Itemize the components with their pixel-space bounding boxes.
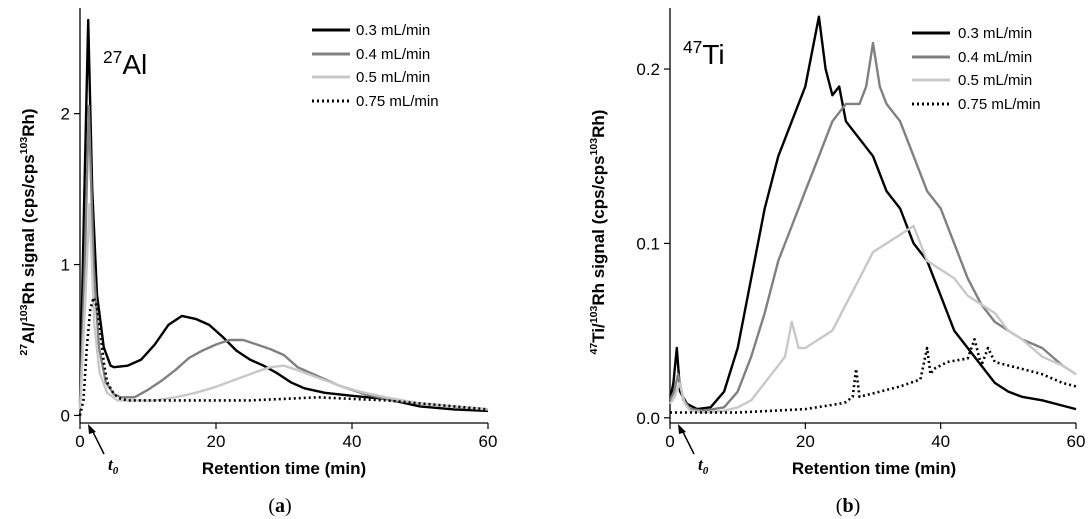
x-tick-label-a-0: 0 [75,432,84,451]
y-tick-label-a-1: 1 [61,256,70,275]
legend-label-a-2: 0.5 mL/min [356,69,430,86]
x-axis-label-a: Retention time (min) [202,459,366,478]
series-line-b-2 [669,224,1077,414]
x-tick-label-b-2: 40 [931,432,950,451]
series-line-b-3 [670,337,1077,414]
x-tick-label-b-3: 60 [1067,432,1086,451]
legend-label-b-3: 0.75 mL/min [958,96,1041,113]
x-tick-label-b-0: 0 [665,432,674,451]
x-tick-label-b-1: 20 [796,432,815,451]
x-tick-label-a-3: 60 [479,432,498,451]
series-line-a-3 [78,296,489,416]
element-label-b: 47Ti [683,37,725,70]
t0-label-a: t0 [108,455,119,477]
legend-a: 0.3 mL/min 0.4 mL/min 0.5 mL/min 0.75 mL… [312,22,439,110]
series-lines-b [668,15,1077,414]
series-line-b-1 [668,41,1077,412]
y-axis-label-a: 27Al/103Rh signal (cps/cps103Rh) [18,108,38,355]
x-tick-label-a-1: 20 [207,432,226,451]
element-label-a: 27Al [103,47,147,80]
legend-label-b-2: 0.5 mL/min [958,72,1032,89]
ticks-b: 0 20 40 60 0.0 0.1 0.2 [636,60,1085,451]
t0-arrow-b [681,429,695,455]
legend-label-b-0: 0.3 mL/min [958,25,1032,42]
legend-label-b-1: 0.4 mL/min [958,49,1032,66]
y-tick-label-a-2: 2 [61,105,70,124]
y-tick-label-b-1: 0.1 [636,234,660,253]
legend-label-a-3: 0.75 mL/min [356,93,439,110]
series-line-a-2 [78,202,489,411]
legend-label-a-1: 0.4 mL/min [356,46,430,63]
series-lines-a [78,18,489,416]
series-line-b-0 [668,15,1077,411]
panel-label-a: (a) [268,495,291,517]
y-axis-label-b: 47Ti/103Rh signal (cps/cps103Rh) [588,110,608,355]
panel-a: 0 20 40 60 0 1 2 27Al 0.3 mL/min 0.4 mL/min 0.… [18,8,497,517]
t0-arrow-a [91,429,105,455]
panel-b: 0 20 40 60 0.0 0.1 0.2 47Ti 0.3 mL/min 0.4 mL/… [588,8,1085,517]
y-tick-label-b-2: 0.2 [636,60,660,79]
series-line-a-0 [78,18,489,413]
legend-label-a-0: 0.3 mL/min [356,22,430,39]
t0-annotation-a: t0 [88,424,119,477]
x-axis-label-b: Retention time (min) [792,459,956,478]
series-line-a-1 [78,104,489,411]
t0-annotation-b: t0 [678,424,709,477]
t0-arrowhead-a [88,424,96,434]
t0-arrowhead-b [678,424,686,434]
x-tick-label-a-2: 40 [343,432,362,451]
y-tick-label-b-0: 0.0 [636,409,660,428]
legend-b: 0.3 mL/min 0.4 mL/min 0.5 mL/min 0.75 mL… [912,25,1041,113]
ticks-a: 0 20 40 60 0 1 2 [61,105,498,451]
t0-label-b: t0 [698,455,709,477]
panel-label-b: (b) [836,495,860,517]
y-tick-label-a-0: 0 [61,406,70,425]
